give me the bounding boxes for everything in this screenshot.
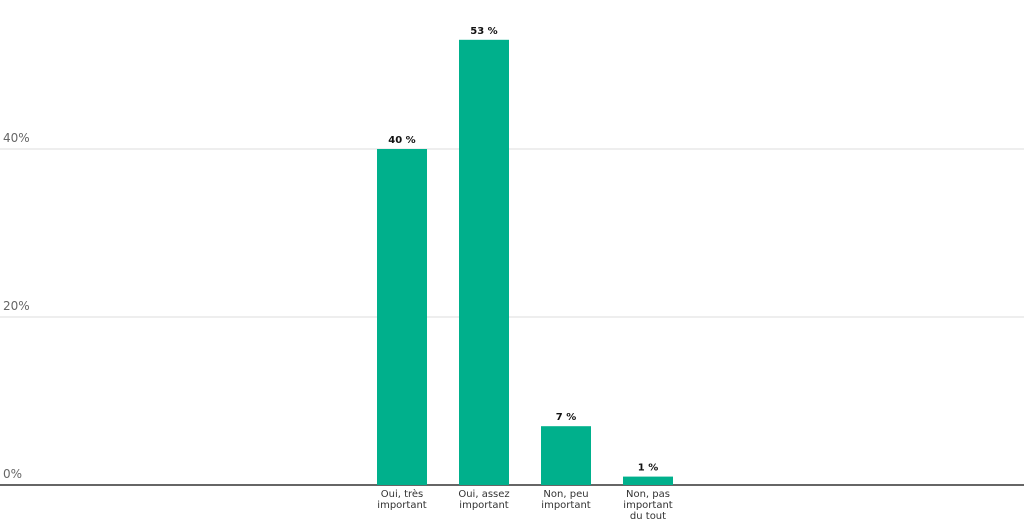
y-tick-label-0: 0% [3, 467, 22, 481]
category-label-line: du tout [630, 511, 666, 522]
grid-layer [0, 148, 1024, 486]
category-label-3: Non, peu important [541, 489, 590, 511]
category-label-line: Oui, assez [458, 489, 509, 500]
category-label-2: Oui, assez important [458, 489, 509, 511]
category-label-line: important [541, 500, 590, 511]
category-label-line: important [377, 500, 426, 511]
bar-1 [377, 149, 427, 485]
bar-2 [459, 39, 509, 486]
category-label-line: Non, peu [543, 489, 588, 500]
bars-layer [377, 39, 673, 486]
category-label-line: important [459, 500, 508, 511]
category-label-line: Non, pas [626, 489, 670, 500]
y-tick-label-40: 40% [3, 131, 30, 145]
bar-4 [623, 476, 673, 485]
data-label-3: 7 % [556, 412, 576, 423]
data-label-2: 53 % [470, 26, 497, 37]
data-label-4: 1 % [638, 463, 658, 474]
category-label-1: Oui, très important [377, 488, 426, 511]
category-label-4: Non, pas important du tout [623, 489, 672, 522]
category-label-line: important [623, 500, 672, 511]
y-tick-label-20: 20% [3, 299, 30, 313]
data-label-1: 40 % [388, 135, 415, 146]
bar-3 [541, 426, 591, 485]
category-label-line: Oui, très [381, 488, 424, 500]
